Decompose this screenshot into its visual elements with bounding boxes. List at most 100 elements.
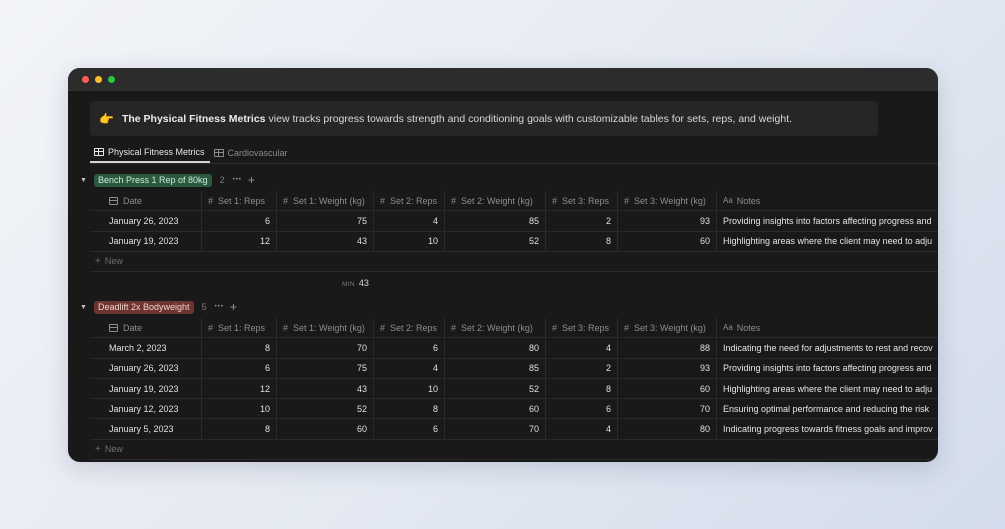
table-row[interactable]: January 5, 2023 8 60 6 70 4 80 Indicating progr… [90, 419, 938, 440]
column-header-set1-weight[interactable]: # Set 1: Weight (kg) [277, 318, 374, 338]
column-calculation[interactable]: MIN 43 [342, 278, 369, 288]
table-row[interactable]: January 12, 2023 10 52 8 60 6 70 Ensuring optim… [90, 399, 938, 420]
column-header-set3-reps[interactable]: # Set 3: Reps [546, 191, 618, 211]
cell-s2w[interactable]: 70 [445, 419, 546, 439]
cell-s3r[interactable]: 2 [546, 211, 618, 231]
cell-s2r[interactable]: 4 [374, 358, 445, 378]
cell-date[interactable]: January 26, 2023 [90, 211, 202, 231]
column-header-set3-weight[interactable]: # Set 3: Weight (kg) [618, 191, 717, 211]
cell-s1w[interactable]: 52 [277, 399, 374, 419]
cell-s1r[interactable]: 12 [202, 378, 277, 399]
cell-s3r[interactable]: 6 [546, 399, 618, 419]
tab-cardiovascular[interactable]: Cardiovascular [210, 143, 293, 163]
add-icon[interactable]: + [229, 300, 237, 314]
cell-s2r[interactable]: 8 [374, 399, 445, 419]
cell-date[interactable]: January 12, 2023 [90, 399, 202, 419]
cell-s3w[interactable]: 60 [618, 231, 717, 251]
cell-s3r[interactable]: 4 [546, 338, 618, 358]
cell-s1w[interactable]: 60 [277, 419, 374, 439]
column-header-notes[interactable]: Aa Notes [717, 191, 938, 210]
tab-label: Cardiovascular [227, 148, 288, 158]
cell-s3r[interactable]: 8 [546, 231, 618, 251]
column-header-set3-reps[interactable]: # Set 3: Reps [546, 318, 618, 338]
cell-s2w[interactable]: 60 [445, 399, 546, 419]
cell-s1w[interactable]: 75 [277, 358, 374, 378]
cell-date[interactable]: January 19, 2023 [90, 231, 202, 251]
cell-s3r[interactable]: 8 [546, 378, 618, 399]
column-header-set2-reps[interactable]: # Set 2: Reps [374, 318, 445, 338]
cell-s1w[interactable]: 43 [277, 378, 374, 399]
cell-notes[interactable]: Indicating progress towards fitness goal… [723, 424, 933, 435]
cell-s2w[interactable]: 85 [445, 211, 546, 231]
cell-s2w[interactable]: 85 [445, 358, 546, 378]
column-header-set3-weight[interactable]: # Set 3: Weight (kg) [618, 318, 717, 338]
column-header-set1-reps[interactable]: # Set 1: Reps [202, 318, 277, 338]
collapse-caret-icon[interactable]: ▼ [80, 176, 87, 184]
cell-s3w[interactable]: 88 [618, 338, 717, 358]
cell-date[interactable]: March 2, 2023 [90, 338, 202, 358]
table-row[interactable]: January 26, 2023 6 75 4 85 2 93 Providing insig… [90, 358, 938, 379]
add-icon[interactable]: + [247, 173, 255, 187]
cell-s3w[interactable]: 93 [618, 358, 717, 378]
cell-notes[interactable]: Highlighting areas where the client may … [723, 236, 933, 247]
column-header-set2-weight[interactable]: # Set 2: Weight (kg) [445, 191, 546, 211]
column-label: Set 2: Weight (kg) [461, 322, 533, 333]
column-header-notes[interactable]: Aa Notes [717, 318, 938, 337]
collapse-caret-icon[interactable]: ▼ [80, 303, 87, 311]
cell-s1r[interactable]: 6 [202, 211, 277, 231]
table-row[interactable]: January 26, 2023 6 75 4 85 2 93 Providing insig… [90, 211, 938, 232]
cell-s2r[interactable]: 6 [374, 338, 445, 358]
more-options-icon[interactable]: ••• [214, 304, 224, 310]
cell-s2w[interactable]: 52 [445, 231, 546, 251]
cell-s2r[interactable]: 4 [374, 211, 445, 231]
cell-s3w[interactable]: 60 [618, 378, 717, 399]
number-icon: # [283, 322, 289, 333]
cell-s3w[interactable]: 93 [618, 211, 717, 231]
group-name-tag[interactable]: Bench Press 1 Rep of 80kg [94, 173, 212, 187]
tab-physical-fitness-metrics[interactable]: Physical Fitness Metrics [90, 143, 210, 163]
cell-s3r[interactable]: 4 [546, 419, 618, 439]
minimize-window-button[interactable] [95, 75, 102, 83]
cell-s2r[interactable]: 10 [374, 231, 445, 251]
close-window-button[interactable] [82, 75, 89, 83]
cell-s1w[interactable]: 75 [277, 211, 374, 231]
table-row[interactable]: March 2, 2023 8 70 6 80 4 88 Indicating the nee… [90, 338, 938, 359]
add-new-row-button[interactable]: + New [90, 440, 938, 460]
cell-s1w[interactable]: 43 [277, 231, 374, 251]
column-header-set1-reps[interactable]: # Set 1: Reps [202, 191, 277, 211]
cell-notes[interactable]: Highlighting areas where the client may … [723, 383, 933, 394]
cell-date[interactable]: January 5, 2023 [90, 419, 202, 439]
cell-s2r[interactable]: 6 [374, 419, 445, 439]
cell-s2w[interactable]: 80 [445, 338, 546, 358]
cell-s1r[interactable]: 8 [202, 419, 277, 439]
group-name-tag[interactable]: Deadlift 2x Bodyweight [94, 300, 194, 314]
cell-s1r[interactable]: 12 [202, 231, 277, 251]
new-label: New [104, 256, 123, 267]
cell-s3w[interactable]: 70 [618, 399, 717, 419]
cell-date[interactable]: January 26, 2023 [90, 358, 202, 378]
maximize-window-button[interactable] [108, 75, 115, 83]
cell-s3r[interactable]: 2 [546, 358, 618, 378]
cell-s1w[interactable]: 70 [277, 338, 374, 358]
calculation-value: 43 [358, 277, 369, 288]
table-row[interactable]: January 19, 2023 12 43 10 52 8 60 Highlighting … [90, 231, 938, 252]
column-header-set1-weight[interactable]: # Set 1: Weight (kg) [277, 191, 374, 211]
column-header-date[interactable]: Date [90, 318, 202, 338]
cell-s1r[interactable]: 6 [202, 358, 277, 378]
cell-notes[interactable]: Providing insights into factors affectin… [723, 363, 932, 374]
cell-date[interactable]: January 19, 2023 [90, 378, 202, 399]
cell-s1r[interactable]: 8 [202, 338, 277, 358]
column-header-date[interactable]: Date [90, 191, 202, 211]
cell-s2r[interactable]: 10 [374, 378, 445, 399]
cell-notes[interactable]: Indicating the need for adjustments to r… [723, 342, 933, 353]
cell-notes[interactable]: Ensuring optimal performance and reducin… [723, 403, 930, 414]
cell-s3w[interactable]: 80 [618, 419, 717, 439]
add-new-row-button[interactable]: + New [90, 252, 938, 272]
table-row[interactable]: January 19, 2023 12 43 10 52 8 60 Highlighting … [90, 378, 938, 400]
column-header-set2-weight[interactable]: # Set 2: Weight (kg) [445, 318, 546, 338]
more-options-icon[interactable]: ••• [232, 177, 242, 183]
cell-s2w[interactable]: 52 [445, 378, 546, 399]
cell-notes[interactable]: Providing insights into factors affectin… [723, 215, 932, 226]
cell-s1r[interactable]: 10 [202, 399, 277, 419]
column-header-set2-reps[interactable]: # Set 2: Reps [374, 191, 445, 211]
